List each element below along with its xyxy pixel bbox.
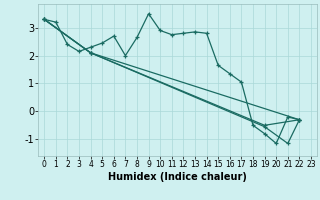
X-axis label: Humidex (Indice chaleur): Humidex (Indice chaleur) bbox=[108, 172, 247, 182]
